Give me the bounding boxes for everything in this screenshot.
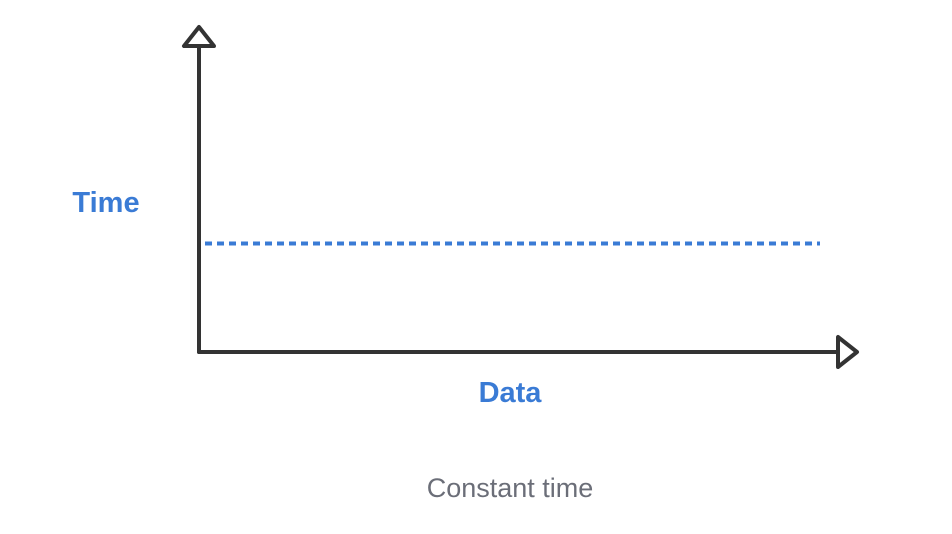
x-axis-label: Data xyxy=(479,377,543,409)
chart-caption: Constant time xyxy=(427,473,594,503)
x-axis-arrow-icon xyxy=(836,335,859,369)
y-axis-label: Time xyxy=(72,187,139,219)
axes xyxy=(182,25,859,369)
y-axis-arrow-icon xyxy=(182,25,216,48)
